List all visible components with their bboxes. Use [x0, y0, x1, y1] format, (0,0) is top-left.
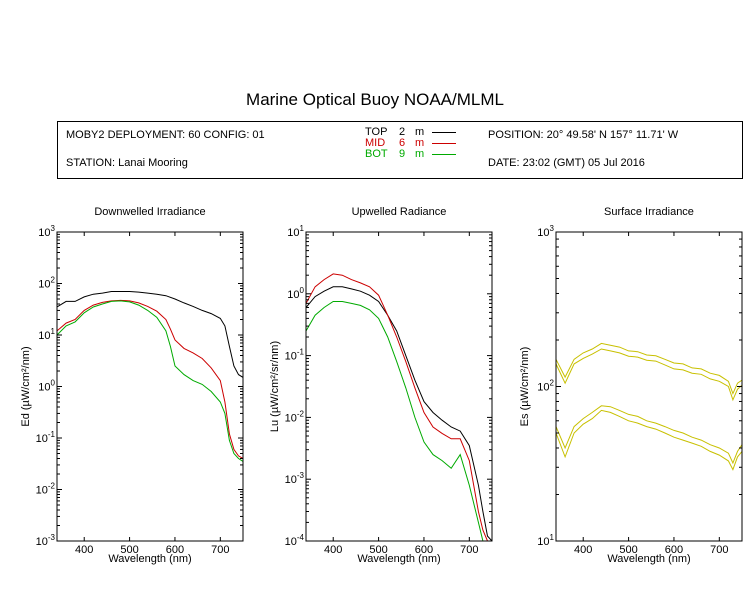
x-tick-label: 700 — [211, 544, 229, 556]
series-line-bot — [57, 300, 243, 462]
x-tick-label: 600 — [665, 544, 683, 556]
series-line-mid — [306, 273, 492, 541]
x-axis-label: Wavelength (nm) — [357, 553, 440, 565]
y-tick-label: 103 — [537, 224, 554, 239]
x-tick-label: 500 — [619, 544, 637, 556]
y-tick-label: 101 — [287, 224, 304, 239]
date-text: DATE: 23:02 (GMT) 05 Jul 2016 — [488, 157, 645, 169]
legend-depth-mid: 6 — [399, 137, 406, 149]
panel-title-downwelled: Downwelled Irradiance — [94, 206, 206, 218]
legend-depth-top: 2 — [399, 126, 406, 138]
info-box: MOBY2 DEPLOYMENT: 60 CONFIG: 01 STATION:… — [57, 121, 743, 179]
series-line-top — [306, 286, 492, 541]
x-tick-label: 600 — [415, 544, 433, 556]
station-text: STATION: Lanai Mooring — [66, 157, 188, 169]
series-line-top — [57, 291, 243, 378]
series-line-1 — [556, 342, 742, 395]
x-tick-label: 700 — [460, 544, 478, 556]
y-tick-label: 102 — [537, 379, 554, 394]
x-tick-label: 500 — [369, 544, 387, 556]
plot-panel-2: 400 500 600 700 Wavelength (nm) 10-4 10-3 10-2 1… — [269, 224, 493, 565]
y-axis-label: Ed (µW/cm²/nm) — [20, 346, 32, 426]
series-line-mid — [57, 299, 243, 459]
x-tick-label: 400 — [324, 544, 342, 556]
x-tick-label: 600 — [166, 544, 184, 556]
y-tick-label: 101 — [38, 327, 55, 342]
legend-line-mid — [432, 143, 456, 144]
legend-name-bot: BOT — [365, 148, 388, 160]
y-tick-label: 10-4 — [285, 533, 305, 548]
plot-frame — [56, 231, 244, 542]
x-axis-label: Wavelength (nm) — [607, 553, 690, 565]
legend-unit-bot: m — [415, 148, 425, 160]
x-tick-label: 400 — [574, 544, 592, 556]
legend-unit-top: m — [415, 126, 425, 138]
plot-frame — [555, 231, 743, 542]
chart-title: Marine Optical Buoy NOAA/MLML — [246, 90, 504, 109]
legend-name-mid: MID — [365, 137, 386, 149]
plot-panel-1: 400 500 600 700 Wavelength (nm) 10-3 10-2 10-1 1… — [20, 224, 244, 565]
series-line-bot — [306, 301, 492, 541]
y-axis-label: Lu (µW/cm²/sr/nm) — [269, 341, 281, 432]
series-line-3 — [556, 405, 742, 465]
legend-name-top: TOP — [365, 126, 388, 138]
y-tick-label: 10-2 — [36, 482, 56, 497]
y-tick-label: 101 — [537, 533, 554, 548]
x-tick-label: 700 — [710, 544, 728, 556]
series-line-4 — [556, 409, 742, 471]
y-tick-label: 103 — [38, 224, 55, 239]
legend-line-bot — [432, 154, 456, 155]
y-tick-label: 10-2 — [285, 409, 305, 424]
panel-title-surface: Surface Irradiance — [604, 206, 694, 218]
x-tick-label: 500 — [120, 544, 138, 556]
series-line-2 — [556, 348, 742, 402]
legend-unit-mid: m — [415, 137, 425, 149]
y-axis-label: Es (µW/cm²/nm) — [519, 347, 531, 427]
y-tick-label: 10-1 — [285, 348, 305, 363]
y-tick-label: 102 — [38, 276, 55, 291]
x-axis-label: Wavelength (nm) — [108, 553, 191, 565]
plot-panel-3: 400 500 600 700 Wavelength (nm) 101 102 103 Es (… — [519, 224, 743, 565]
legend-depth-bot: 9 — [399, 148, 406, 160]
plot-frame — [305, 231, 493, 542]
panel-title-upwelled: Upwelled Radiance — [351, 206, 447, 218]
legend-line-top — [432, 132, 456, 133]
position-text: POSITION: 20° 49.58' N 157° 11.71' W — [488, 129, 679, 141]
y-tick-label: 100 — [38, 379, 55, 394]
y-tick-label: 10-1 — [36, 430, 56, 445]
x-tick-label: 400 — [75, 544, 93, 556]
y-tick-label: 10-3 — [36, 533, 56, 548]
deployment-text: MOBY2 DEPLOYMENT: 60 CONFIG: 01 — [66, 129, 265, 141]
y-tick-label: 10-3 — [285, 471, 305, 486]
y-tick-label: 100 — [287, 286, 304, 301]
